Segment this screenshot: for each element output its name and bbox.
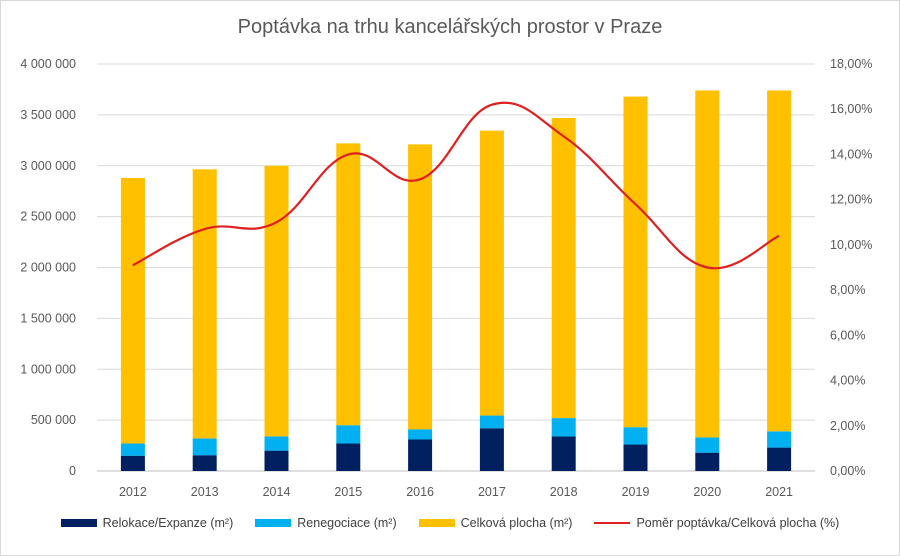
bar-celkova <box>479 130 504 416</box>
bar-relokace <box>695 452 720 471</box>
bar-relokace <box>479 428 504 471</box>
ratio-line <box>132 101 780 270</box>
y-tick-label: 2 500 000 <box>20 210 76 224</box>
y-tick-label: 3 000 000 <box>20 159 76 173</box>
x-tick-label: 2021 <box>765 485 793 499</box>
y-tick-label: 1 000 000 <box>20 362 76 376</box>
y2-tick-label: 6,00% <box>830 328 865 342</box>
legend-swatch <box>594 522 631 524</box>
y-tick-label: 4 000 000 <box>20 57 76 71</box>
bar-celkova <box>120 177 145 444</box>
legend-swatch <box>60 519 97 527</box>
legend-label: Renegociace (m²) <box>297 516 397 530</box>
legend-item: Renegociace (m²) <box>255 516 397 530</box>
y-tick-label: 3 500 000 <box>20 108 76 122</box>
bar-relokace <box>120 455 145 471</box>
bar-renegociace <box>336 425 361 444</box>
bar-relokace <box>767 447 792 471</box>
bar-renegociace <box>192 438 217 456</box>
bar-celkova <box>408 144 433 430</box>
bar-celkova <box>336 143 361 426</box>
y-tick-label: 2 000 000 <box>20 261 76 275</box>
y-tick-label: 1 500 000 <box>20 311 76 325</box>
legend-label: Celková plocha (m²) <box>460 516 573 530</box>
legend-item: Celková plocha (m²) <box>418 516 573 530</box>
chart-legend: Relokace/Expanze (m²) Renegociace (m²) Cel… <box>0 516 900 530</box>
legend-item: Relokace/Expanze (m²) <box>60 516 234 530</box>
bar-renegociace <box>264 436 289 451</box>
legend-swatch <box>418 519 455 527</box>
y2-tick-label: 14,00% <box>830 147 872 161</box>
y2-tick-label: 0,00% <box>830 464 865 478</box>
bar-relokace <box>264 450 289 471</box>
y2-tick-label: 10,00% <box>830 238 872 252</box>
bar-celkova <box>192 169 217 439</box>
y2-tick-label: 2,00% <box>830 419 865 433</box>
chart-title: Poptávka na trhu kancelářských prostor v… <box>237 16 663 38</box>
x-tick-label: 2020 <box>693 485 721 499</box>
bar-relokace <box>408 439 433 471</box>
x-tick-label: 2013 <box>191 485 219 499</box>
x-tick-label: 2018 <box>550 485 578 499</box>
y2-tick-label: 8,00% <box>830 283 865 297</box>
bar-relokace <box>551 436 576 471</box>
bar-renegociace <box>767 431 792 448</box>
bar-relokace <box>336 443 361 471</box>
legend-item: Poměr poptávka/Celková plocha (%) <box>594 516 839 530</box>
bar-relokace <box>623 444 648 471</box>
x-tick-label: 2016 <box>406 485 434 499</box>
bar-renegociace <box>479 415 504 429</box>
x-tick-label: 2014 <box>263 485 291 499</box>
bar-renegociace <box>120 443 145 456</box>
y2-tick-label: 16,00% <box>830 102 872 116</box>
y2-tick-label: 12,00% <box>830 193 872 207</box>
bar-renegociace <box>408 429 433 440</box>
x-tick-label: 2015 <box>334 485 362 499</box>
bar-renegociace <box>695 437 720 453</box>
x-tick-label: 2017 <box>478 485 506 499</box>
x-tick-label: 2019 <box>622 485 650 499</box>
bar-celkova <box>551 117 576 419</box>
y2-tick-label: 4,00% <box>830 374 865 388</box>
bar-celkova <box>623 96 648 428</box>
y2-tick-label: 18,00% <box>830 57 872 71</box>
bar-celkova <box>264 165 289 437</box>
y-tick-label: 0 <box>69 464 76 478</box>
legend-label: Relokace/Expanze (m²) <box>102 516 234 530</box>
legend-label: Poměr poptávka/Celková plocha (%) <box>636 516 840 530</box>
bar-celkova <box>767 90 792 432</box>
bar-renegociace <box>623 427 648 445</box>
x-tick-label: 2012 <box>119 485 147 499</box>
bar-renegociace <box>551 418 576 437</box>
bar-relokace <box>192 455 217 471</box>
y-tick-label: 500 000 <box>31 413 76 427</box>
legend-swatch <box>255 519 292 527</box>
